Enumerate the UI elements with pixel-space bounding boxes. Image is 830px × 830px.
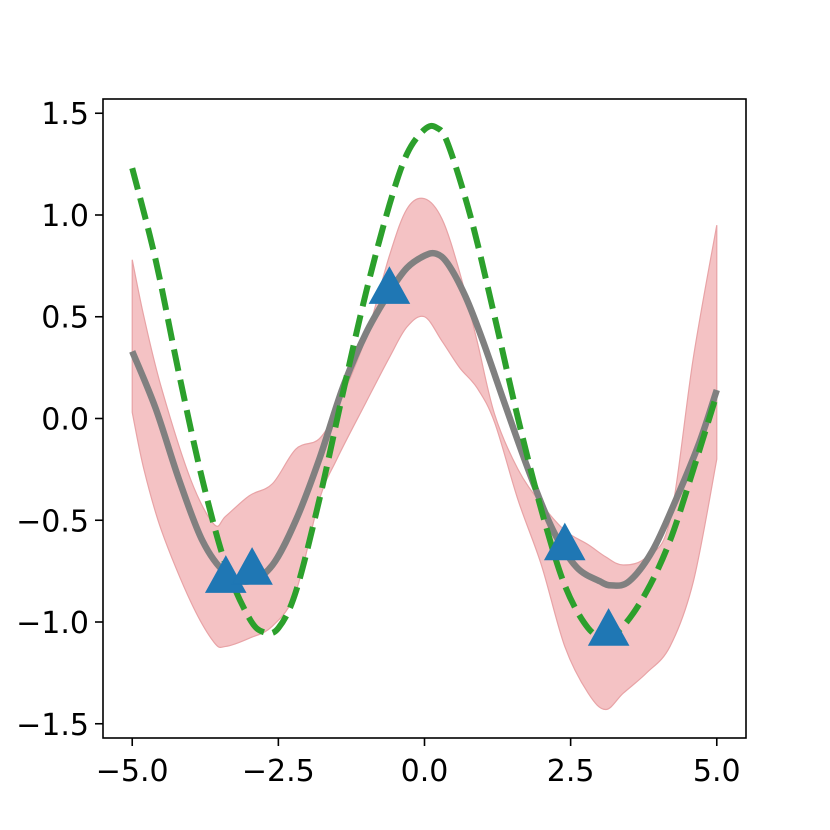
triangle-marker (587, 608, 630, 646)
marker-layer (204, 266, 630, 646)
y-tick-label: −1.0 (16, 606, 89, 641)
y-axis: −1.5 −1.0 −0.5 0.0 0.5 1.0 1.5 (16, 97, 103, 743)
x-tick-label: −2.5 (242, 754, 315, 789)
y-tick-label: −0.5 (16, 504, 89, 539)
y-tick-label: 0.0 (41, 403, 89, 438)
x-tick-label: 0.0 (401, 754, 449, 789)
y-tick-label: 1.5 (41, 97, 89, 132)
x-axis: −5.0 −2.5 0.0 2.5 5.0 (96, 738, 741, 789)
series-layer (129, 122, 720, 711)
triangle-marker (231, 547, 273, 585)
y-tick-label: 1.0 (41, 199, 89, 234)
x-tick-label: 2.5 (547, 754, 595, 789)
y-tick-label: −1.5 (16, 708, 89, 743)
triangle-marker (543, 522, 586, 561)
triangle-marker (368, 266, 411, 304)
confidence-band (131, 197, 718, 711)
x-tick-label: 5.0 (693, 754, 741, 789)
x-tick-label: −5.0 (96, 754, 169, 789)
y-tick-label: 0.5 (41, 301, 89, 336)
